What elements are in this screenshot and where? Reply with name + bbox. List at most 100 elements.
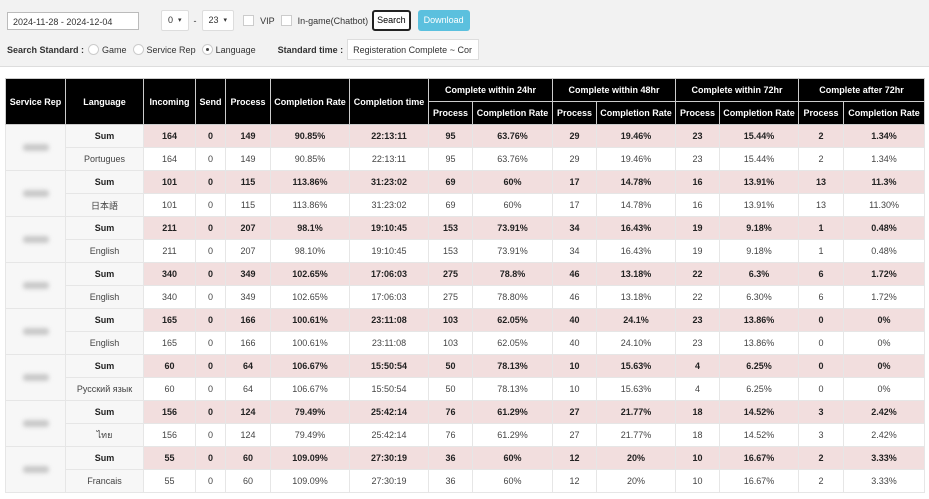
value-cell: 62.05%	[471, 308, 554, 332]
value-cell: 1	[798, 239, 845, 263]
value-cell: 23	[675, 331, 721, 355]
language-row: Francais 55 0 60 109.09% 27:30:19 36 60% 12 20% 10…	[6, 469, 926, 493]
sum-row: Sum 165 0 166 100.61% 23:11:08 103 62.05% 40 24.1…	[5, 308, 926, 355]
value-cell: 6	[798, 285, 845, 309]
value-cell: 0	[195, 331, 226, 355]
value-cell: 36	[428, 446, 473, 470]
radio-game[interactable]: Game	[88, 44, 127, 55]
value-cell: 15:50:54	[349, 354, 429, 378]
range-dash: -	[193, 15, 197, 26]
subheader-process: Process	[675, 101, 721, 125]
value-cell: 0	[195, 262, 226, 286]
hour-to-select[interactable]: 23 ▾	[201, 10, 235, 31]
value-cell: 1.34%	[843, 124, 926, 148]
blurred-name	[22, 189, 49, 197]
blurred-name	[22, 281, 49, 289]
value-cell: 50	[428, 377, 473, 401]
search-button[interactable]: Search	[372, 10, 411, 31]
value-cell: 20%	[596, 469, 677, 493]
value-cell: 2	[798, 124, 845, 148]
value-cell: 76	[428, 400, 473, 424]
value-cell: 165	[143, 331, 196, 355]
download-button[interactable]: Download	[417, 10, 470, 31]
value-cell: 76	[428, 423, 473, 447]
value-cell: 27:30:19	[349, 446, 429, 470]
filter-row-1: 2024-11-28 - 2024-12-04 0 ▾ - 23 ▾ VIP In-…	[7, 9, 470, 32]
value-cell: 9.18%	[719, 216, 800, 240]
subheader-process: Process	[428, 101, 473, 125]
value-cell: 10	[675, 446, 721, 470]
value-cell: 19	[675, 216, 721, 240]
subheader-completion-rate: Completion Rate	[471, 101, 554, 125]
value-cell: 2.42%	[843, 423, 926, 447]
chevron-down-icon: ▾	[223, 17, 228, 24]
blurred-name	[22, 373, 49, 381]
value-cell: 73.91%	[471, 239, 554, 263]
value-cell: 2	[798, 469, 845, 493]
value-cell: 79.49%	[270, 400, 350, 424]
value-cell: 0	[195, 354, 226, 378]
vip-checkbox[interactable]	[243, 15, 255, 26]
value-cell: 10	[552, 377, 598, 401]
value-cell: 19:10:45	[349, 239, 429, 263]
service-rep-cell	[5, 308, 66, 355]
value-cell: 16.67%	[719, 446, 800, 470]
value-cell: 101	[143, 170, 196, 194]
value-cell: 165	[143, 308, 196, 332]
value-cell: 90.85%	[270, 124, 350, 148]
value-cell: 115	[225, 193, 271, 217]
value-cell: 0%	[843, 354, 926, 378]
radio-service-rep[interactable]: Service Rep	[132, 44, 196, 55]
hour-from-select[interactable]: 0 ▾	[161, 10, 189, 31]
value-cell: 69	[428, 193, 473, 217]
radio-language[interactable]: Language	[201, 44, 256, 55]
value-cell: 46	[552, 285, 598, 309]
header-send: Send	[195, 78, 226, 125]
value-cell: 17:06:03	[349, 285, 429, 309]
value-cell: 2.42%	[843, 400, 926, 424]
value-cell: 62.05%	[471, 331, 554, 355]
standard-time-select[interactable]: Registeration Complete ~ Cor	[347, 39, 480, 60]
value-cell: 78.13%	[471, 377, 554, 401]
value-cell: 1.72%	[843, 262, 926, 286]
value-cell: 2	[798, 446, 845, 470]
value-cell: 109.09%	[270, 446, 350, 470]
value-cell: 14.78%	[596, 170, 677, 194]
value-cell: 0	[195, 469, 226, 493]
value-cell: 0	[195, 400, 226, 424]
value-cell: 63.76%	[471, 147, 554, 171]
value-cell: 109.09%	[270, 469, 350, 493]
group-header: Complete within 72hr	[675, 78, 800, 102]
value-cell: 13.91%	[719, 193, 800, 217]
value-cell: 34	[552, 216, 598, 240]
value-cell: 15.44%	[719, 147, 800, 171]
service-rep-cell	[5, 262, 66, 309]
language-cell: Sum	[65, 354, 144, 378]
language-row: Русский язык 60 0 64 106.67% 15:50:54 50 78.13%…	[6, 377, 926, 401]
value-cell: 6.3%	[719, 262, 800, 286]
value-cell: 18	[675, 400, 721, 424]
ingame-checkbox[interactable]	[280, 15, 292, 26]
blurred-name	[22, 143, 49, 151]
value-cell: 115	[225, 170, 271, 194]
sum-row: Sum 211 0 207 98.1% 19:10:45 153 73.91% 34 16.43%…	[5, 216, 926, 263]
language-cell: English	[65, 331, 144, 355]
header-completion-time: Completion time	[349, 78, 429, 125]
chevron-down-icon: ▾	[178, 17, 182, 24]
value-cell: 13.91%	[719, 170, 800, 194]
value-cell: 73.91%	[471, 216, 554, 240]
value-cell: 12	[552, 446, 598, 470]
ingame-label: In-game(Chatbot)	[297, 15, 369, 26]
language-cell: Sum	[65, 216, 144, 240]
value-cell: 27	[552, 423, 598, 447]
value-cell: 19	[675, 239, 721, 263]
value-cell: 25:42:14	[349, 400, 429, 424]
value-cell: 61.29%	[471, 423, 554, 447]
value-cell: 60	[143, 377, 196, 401]
value-cell: 103	[428, 331, 473, 355]
value-cell: 0	[195, 193, 226, 217]
value-cell: 40	[552, 331, 598, 355]
date-range-input[interactable]: 2024-11-28 - 2024-12-04	[7, 11, 139, 30]
value-cell: 50	[428, 354, 473, 378]
language-cell: Sum	[65, 308, 144, 332]
